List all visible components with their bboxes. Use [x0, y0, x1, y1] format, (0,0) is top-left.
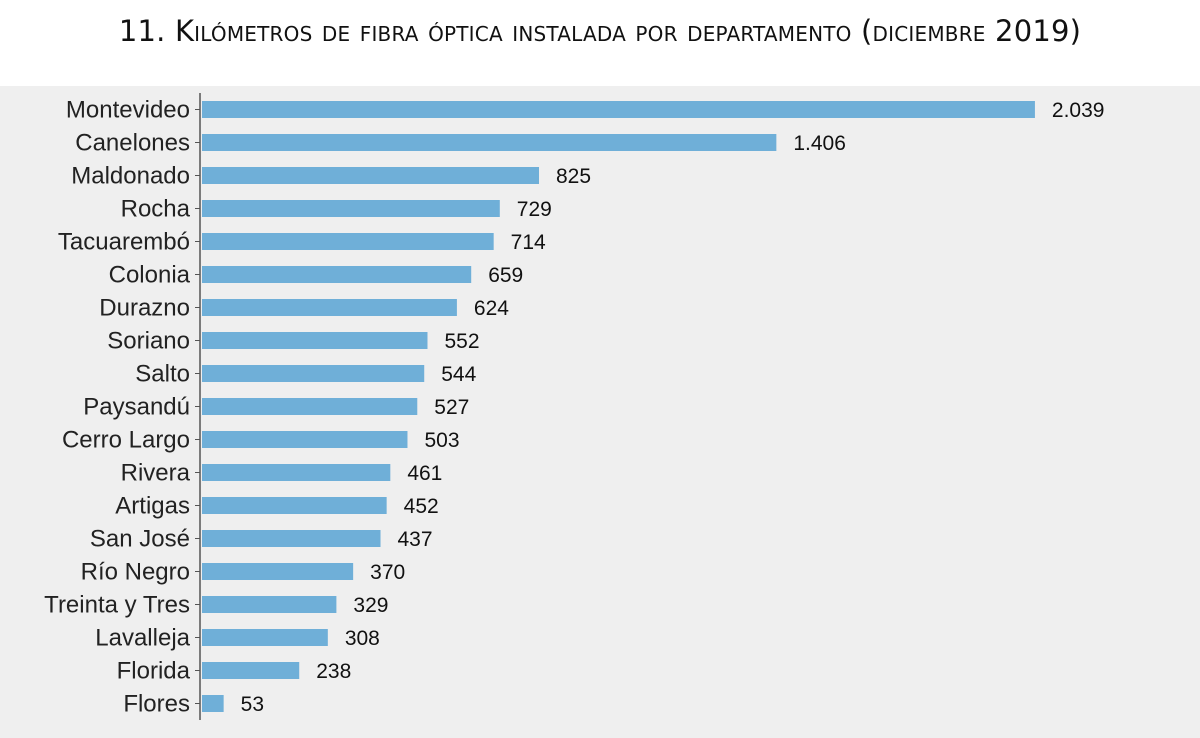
- bar: [202, 167, 540, 184]
- value-label: 437: [398, 528, 433, 551]
- value-label: 2.039: [1052, 99, 1105, 122]
- category-label: Florida: [117, 658, 191, 685]
- value-label: 729: [517, 198, 552, 221]
- bar: [202, 332, 428, 349]
- bar: [202, 695, 224, 712]
- category-label: Rivera: [121, 460, 191, 487]
- category-label: Salto: [135, 361, 190, 388]
- bar: [202, 530, 381, 547]
- bar: [202, 398, 418, 415]
- bar: [202, 134, 777, 151]
- bar: [202, 233, 494, 250]
- chart-title: 11. Kilómetros de fibra óptica instalada…: [118, 14, 1082, 48]
- category-label: San José: [90, 526, 190, 553]
- bar: [202, 563, 354, 580]
- category-label: Rocha: [121, 196, 191, 223]
- bar: [202, 299, 457, 316]
- bar: [202, 629, 328, 646]
- category-label: Paysandú: [83, 394, 190, 421]
- value-label: 659: [488, 264, 523, 287]
- value-label: 825: [556, 165, 591, 188]
- value-label: 527: [434, 396, 469, 419]
- category-label: Artigas: [115, 493, 190, 520]
- value-label: 552: [444, 330, 479, 353]
- bar: [202, 365, 425, 382]
- bar: [202, 497, 387, 514]
- category-label: Cerro Largo: [62, 427, 190, 454]
- category-label: Treinta y Tres: [44, 592, 190, 619]
- value-label: 624: [474, 297, 509, 320]
- value-label: 238: [316, 660, 351, 683]
- bar: [202, 464, 391, 481]
- category-label: Canelones: [75, 130, 190, 157]
- bar: [202, 596, 337, 613]
- bar: [202, 431, 408, 448]
- value-label: 503: [424, 429, 459, 452]
- value-label: 544: [441, 363, 476, 386]
- value-label: 714: [511, 231, 546, 254]
- category-label: Montevideo: [66, 97, 190, 124]
- value-label: 452: [404, 495, 439, 518]
- category-label: Colonia: [109, 262, 191, 289]
- category-label: Lavalleja: [95, 625, 190, 652]
- bar: [202, 662, 300, 679]
- value-label: 1.406: [793, 132, 846, 155]
- category-label: Soriano: [107, 328, 190, 355]
- bar: [202, 266, 472, 283]
- value-label: 370: [370, 561, 405, 584]
- category-label: Tacuarembó: [58, 229, 190, 256]
- bar: [202, 200, 500, 217]
- value-label: 461: [407, 462, 442, 485]
- category-label: Maldonado: [71, 163, 190, 190]
- bar: [202, 101, 1035, 118]
- value-label: 329: [353, 594, 388, 617]
- value-label: 308: [345, 627, 380, 650]
- category-label: Durazno: [99, 295, 190, 322]
- category-label: Río Negro: [81, 559, 190, 586]
- category-label: Flores: [123, 691, 190, 718]
- value-label: 53: [241, 693, 264, 716]
